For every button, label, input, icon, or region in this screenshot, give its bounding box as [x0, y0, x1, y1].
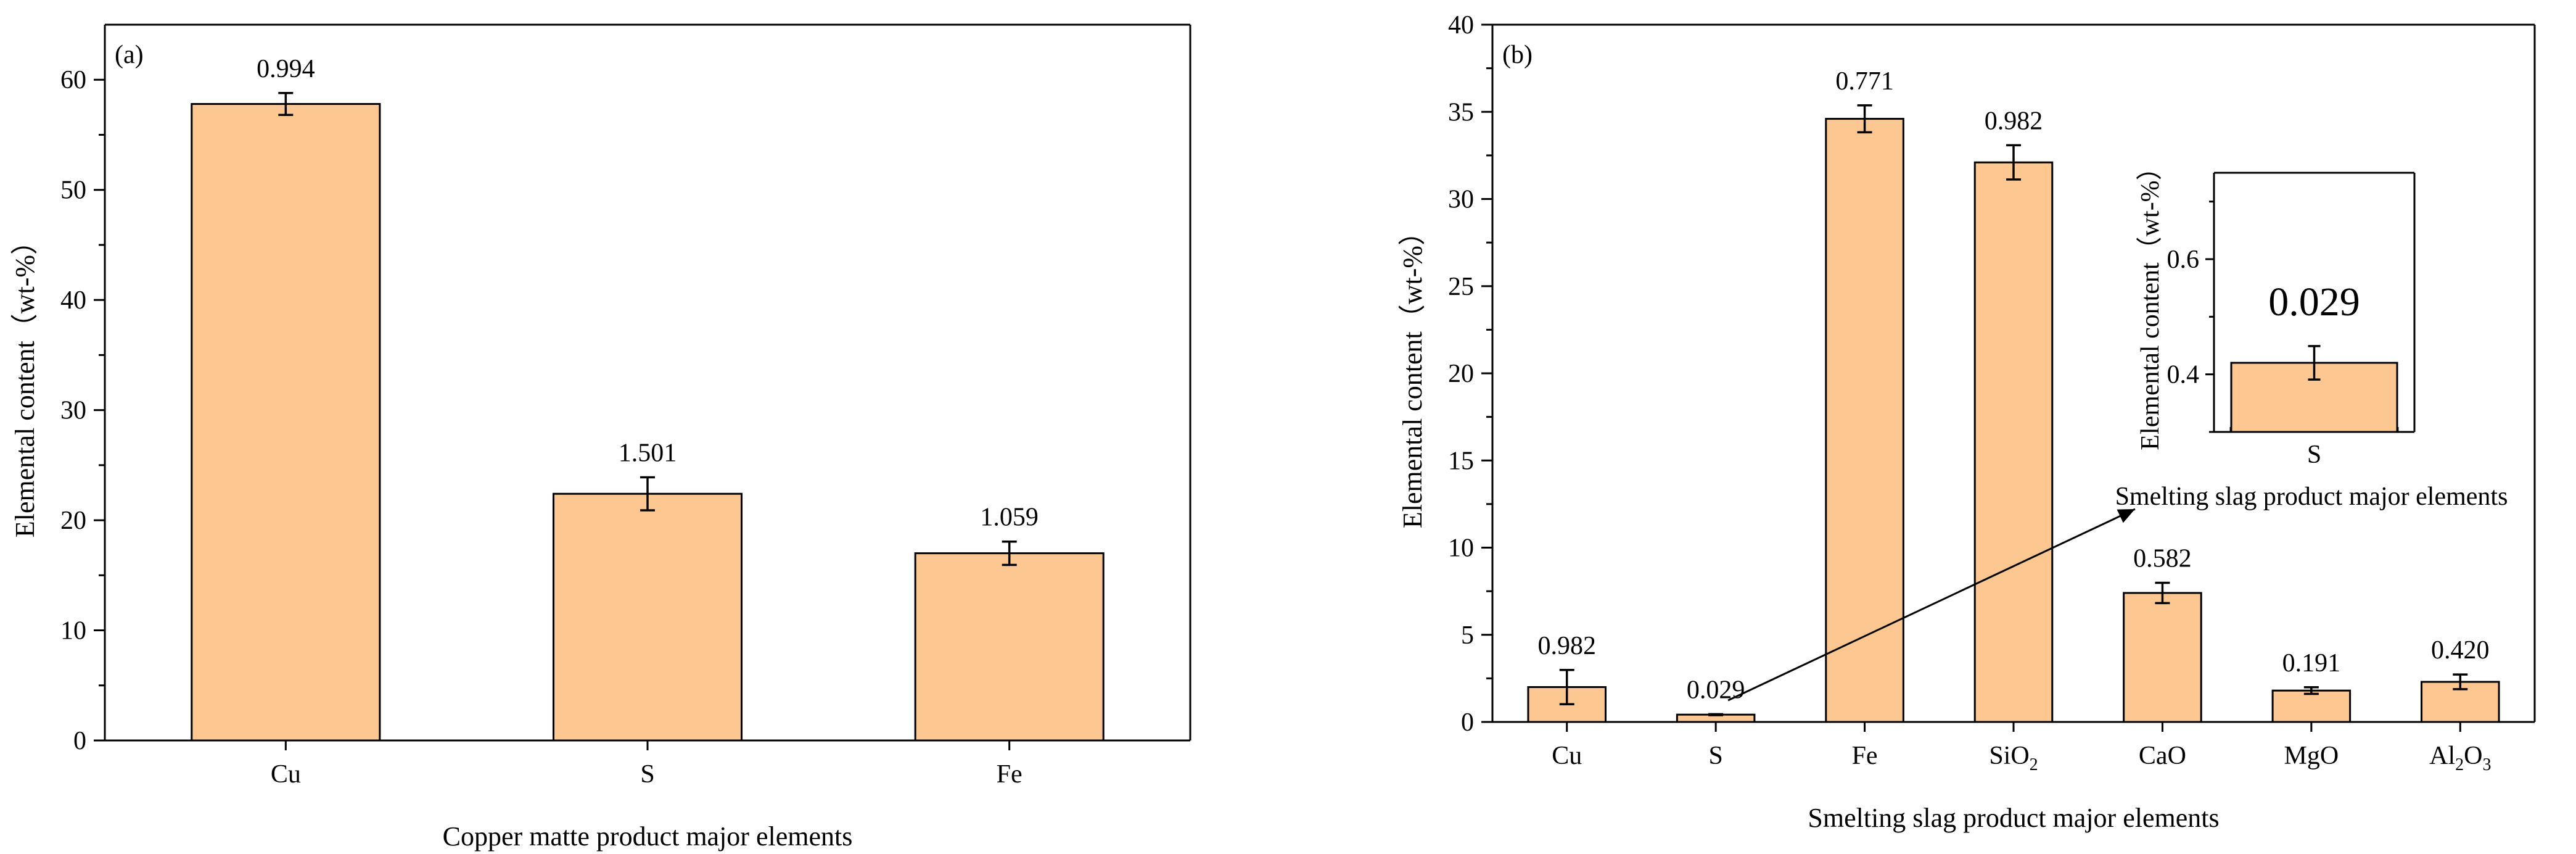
- panel-a-data-label: 1.059: [980, 504, 1039, 532]
- panel-a-y-tick-label: 60: [60, 66, 86, 94]
- panel-b-bar: [2123, 592, 2202, 723]
- panel-b-y-tick-label: 25: [1448, 273, 1474, 301]
- panel-b-x-tick-label: CaO: [2139, 742, 2186, 770]
- panel-b-chart: 0 5 10 15 20 25 30 35 40 0.982 Cu 0.029 S 0.771 Fe 0.98…: [1397, 11, 2536, 833]
- panel-b-inset-chart: 0.4 0.6 0.029 S Smelting slag product major …: [1727, 154, 2508, 702]
- panel-b-data-label: 0.771: [1835, 67, 1894, 96]
- panel-a-x-tick-label: Fe: [997, 760, 1023, 789]
- panel-a-y-tick-label: 20: [60, 507, 86, 535]
- inset-y-tick-label: 0.6: [2167, 246, 2200, 274]
- panel-b-x-axis-title: Smelting slag product major elements: [1808, 803, 2219, 833]
- panel-b-y-axis-title: Elemental content（wt-%）: [1397, 218, 1428, 528]
- inset-data-label: 0.029: [2268, 280, 2360, 325]
- panel-a-bar: [552, 492, 743, 742]
- panel-b-data-label: 0.582: [2133, 545, 2192, 573]
- panel-a-y-tick-label: 40: [60, 286, 86, 315]
- panel-b-x-tick-label: S: [1708, 742, 1722, 770]
- panel-b-bar: [2421, 681, 2500, 723]
- panel-b-x-tick-label: MgO: [2284, 742, 2339, 770]
- panel-a-y-tick-label: 50: [60, 176, 86, 205]
- panel-b-y-tick-label: 40: [1448, 11, 1474, 39]
- panel-b-y-tick-label: 30: [1448, 186, 1474, 214]
- panel-a-bar: [191, 102, 381, 742]
- panel-a-x-axis-title: Copper matte product major elements: [443, 821, 853, 852]
- panel-a-x-tick-label: Cu: [271, 760, 301, 789]
- inset-x-axis-title: Smelting slag product major elements: [2115, 483, 2508, 511]
- panel-b-x-tick-label: Al2O3: [2429, 742, 2491, 774]
- panel-a-panel-letter: (a): [115, 41, 144, 69]
- panel-a-y-tick-label: 0: [73, 727, 86, 755]
- panel-b-y-tick-label: 10: [1448, 534, 1474, 563]
- panel-b-bar: [1973, 161, 2054, 723]
- panel-a-y-tick-label: 30: [60, 397, 86, 425]
- panel-b-panel-letter: (b): [1502, 41, 1533, 69]
- panel-b-data-label: 0.191: [2282, 649, 2341, 678]
- inset-x-tick-label: S: [2307, 441, 2321, 469]
- panel-b-y-tick-label: 15: [1448, 447, 1474, 475]
- panel-a-data-label: 1.501: [619, 439, 677, 467]
- panel-b-x-tick-label: Cu: [1552, 742, 1582, 770]
- inset-pointer-arrow: [1727, 508, 2136, 702]
- panel-b-y-tick-label: 20: [1448, 360, 1474, 388]
- panel-b-data-label: 0.029: [1687, 676, 1745, 704]
- panel-b-data-label: 0.982: [1537, 632, 1596, 660]
- inset-y-tick-label: 0.4: [2167, 361, 2200, 389]
- inset-y-axis-title: Elemental content（wt-%）: [2136, 154, 2165, 450]
- panel-a-data-label: 0.994: [257, 55, 315, 83]
- panel-b-x-tick-label: SiO2: [1989, 742, 2038, 774]
- panel-a-bar: [914, 552, 1105, 742]
- panel-a-y-tick-label: 10: [60, 617, 86, 645]
- panel-b-data-label: 0.420: [2431, 636, 2490, 665]
- panel-a-x-tick-label: S: [640, 760, 654, 789]
- panel-a-chart: 0 10 20 30 40 50 60 0.994 Cu 1.501 S 1.059 Fe (a) Copp…: [10, 23, 1191, 852]
- panel-b-y-tick-label: 5: [1461, 621, 1474, 650]
- panel-b-y-tick-label: 35: [1448, 98, 1474, 126]
- panel-b-bar: [2271, 689, 2352, 723]
- panel-b-x-tick-label: Fe: [1852, 742, 1878, 770]
- panel-b-y-tick-label: 0: [1461, 708, 1474, 737]
- panel-a-y-axis-title: Elemental content（wt-%）: [10, 228, 40, 537]
- panel-b-data-label: 0.982: [1985, 107, 2043, 135]
- panel-b-bar: [1825, 118, 1904, 723]
